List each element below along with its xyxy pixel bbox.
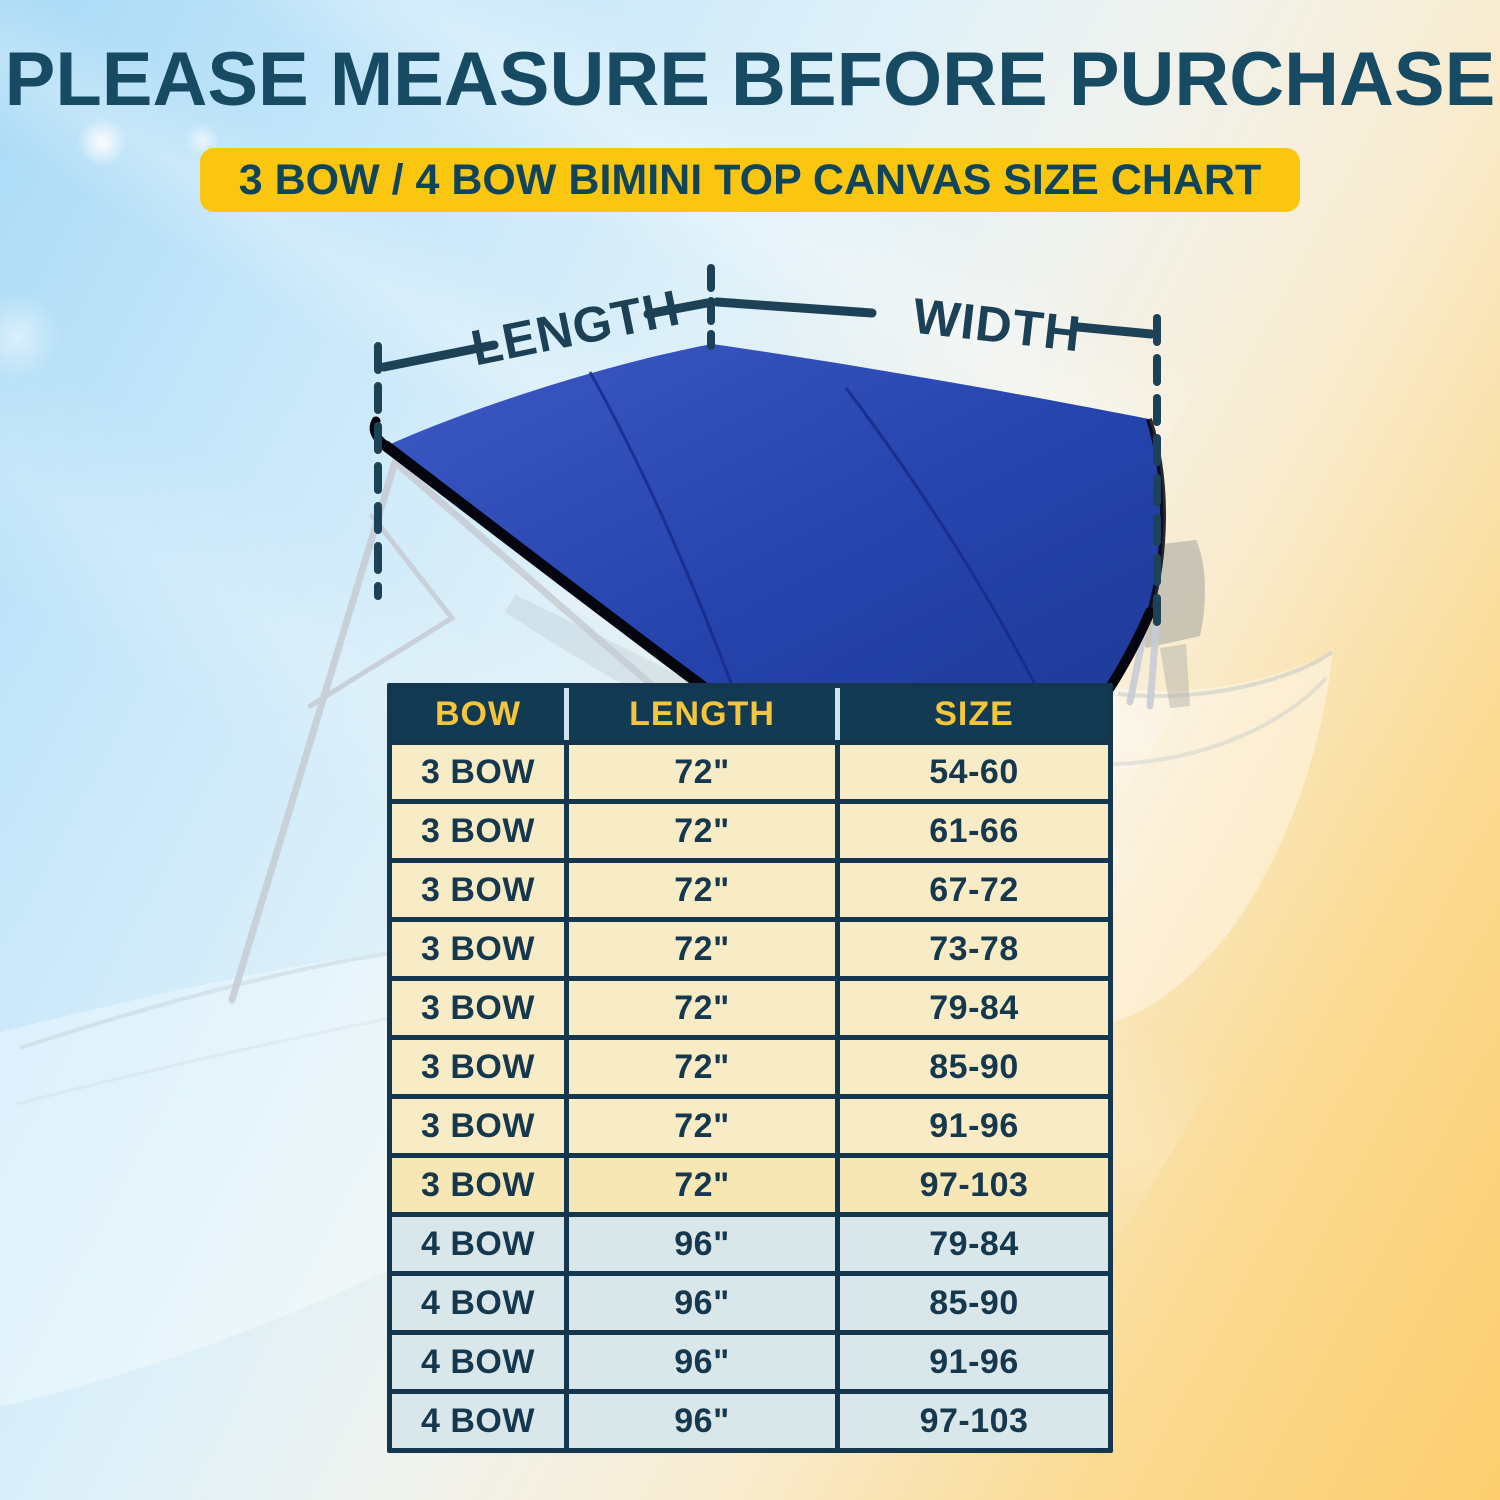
table-cell: 91-96	[840, 1099, 1108, 1153]
table-cell: 85-90	[840, 1040, 1108, 1094]
table-cell: 91-96	[840, 1335, 1108, 1389]
table-cell: 72"	[569, 804, 835, 858]
size-chart-table: BOW LENGTH SIZE 3 BOW 72" 54-60 3 BOW 72…	[387, 683, 1113, 1453]
table-cell: 72"	[569, 1040, 835, 1094]
dimension-lines	[374, 264, 1161, 626]
table-cell: 3 BOW	[392, 1099, 564, 1153]
length-dimension-line	[643, 298, 712, 319]
table-cell: 3 BOW	[392, 981, 564, 1035]
table-cell: 79-84	[840, 1217, 1108, 1271]
subtitle-banner-text: 3 BOW / 4 BOW BIMINI TOP CANVAS SIZE CHA…	[238, 155, 1262, 204]
table-cell: 67-72	[840, 863, 1108, 917]
width-dimension-line	[712, 297, 877, 318]
table-cell: 97-103	[840, 1158, 1108, 1212]
table-cell: 97-103	[840, 1394, 1108, 1448]
table-cell: 96"	[569, 1335, 835, 1389]
table-cell: 3 BOW	[392, 804, 564, 858]
table-cell: 96"	[569, 1217, 835, 1271]
table-cell: 61-66	[840, 804, 1108, 858]
table-cell: 3 BOW	[392, 1040, 564, 1094]
table-cell: 4 BOW	[392, 1335, 564, 1389]
table-cell: 72"	[569, 1158, 835, 1212]
table-cell: 79-84	[840, 981, 1108, 1035]
subtitle-banner: 3 BOW / 4 BOW BIMINI TOP CANVAS SIZE CHA…	[200, 148, 1300, 212]
table-header-cell-bow: BOW	[392, 688, 564, 740]
width-dimension-line	[1073, 322, 1156, 339]
table-header-cell-length: LENGTH	[569, 688, 835, 740]
table-cell: 4 BOW	[392, 1217, 564, 1271]
length-dimension-line	[379, 340, 499, 372]
table-cell: 3 BOW	[392, 745, 564, 799]
table-cell: 85-90	[840, 1276, 1108, 1330]
table-cell: 4 BOW	[392, 1276, 564, 1330]
table-cell: 96"	[569, 1276, 835, 1330]
table-header-cell-size: SIZE	[840, 688, 1108, 740]
table-body: 3 BOW 72" 54-60 3 BOW 72" 61-66 3 BOW 72…	[392, 745, 1108, 1448]
table-cell: 54-60	[840, 745, 1108, 799]
table-cell: 96"	[569, 1394, 835, 1448]
table-header-row: BOW LENGTH SIZE	[392, 688, 1108, 740]
table-cell: 72"	[569, 1099, 835, 1153]
page-title: PLEASE MEASURE BEFORE PURCHASE	[4, 37, 1496, 122]
table-cell: 72"	[569, 981, 835, 1035]
table-cell: 3 BOW	[392, 863, 564, 917]
table-cell: 72"	[569, 745, 835, 799]
table-cell: 3 BOW	[392, 1158, 564, 1212]
table-cell: 72"	[569, 922, 835, 976]
table-cell: 72"	[569, 863, 835, 917]
table-cell: 4 BOW	[392, 1394, 564, 1448]
table-cell: 3 BOW	[392, 922, 564, 976]
table-cell: 73-78	[840, 922, 1108, 976]
